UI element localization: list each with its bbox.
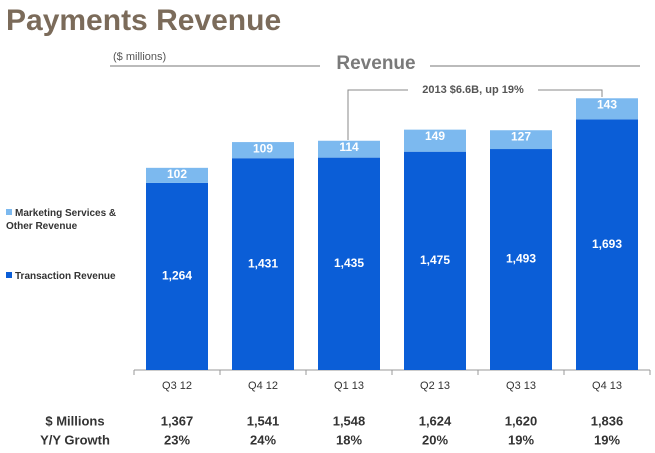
x-tick-label: Q4 13 xyxy=(592,380,622,392)
value-label: 1,493 xyxy=(506,252,536,266)
annotation: 2013 $6.6B, up 19% xyxy=(422,84,524,96)
bar-segment xyxy=(318,157,380,370)
row-value: 24% xyxy=(250,432,276,447)
x-tick-label: Q4 12 xyxy=(248,380,278,392)
legend-swatch xyxy=(6,209,12,215)
x-tick-label: Q3 13 xyxy=(506,380,536,392)
units-label: ($ millions) xyxy=(113,51,166,63)
bar-segment xyxy=(490,130,552,150)
value-label: 114 xyxy=(339,140,359,154)
row-value: 18% xyxy=(336,432,362,447)
x-tick-label: Q3 12 xyxy=(162,380,192,392)
legend-swatch xyxy=(6,272,12,278)
value-label: 109 xyxy=(253,141,273,155)
page-title: Payments Revenue xyxy=(6,4,281,37)
row-value: 1,541 xyxy=(247,413,280,428)
x-tick-label: Q1 13 xyxy=(334,380,364,392)
bar-segment xyxy=(232,158,294,370)
value-label: 1,435 xyxy=(334,256,364,270)
row-value: 19% xyxy=(508,432,534,447)
value-label: 1,431 xyxy=(248,256,278,270)
row-value: 23% xyxy=(164,432,190,447)
value-label: 149 xyxy=(425,129,445,143)
row-value: 1,624 xyxy=(419,413,452,428)
value-label: 127 xyxy=(511,129,531,143)
row-value: 19% xyxy=(594,432,620,447)
legend-label: Marketing Services & Other Revenue xyxy=(6,208,117,232)
legend-item: Transaction Revenue xyxy=(6,270,131,283)
annotation-bg xyxy=(408,82,538,98)
legend-label: Transaction Revenue xyxy=(15,271,116,282)
bar-segment xyxy=(318,140,380,158)
value-label: 1,264 xyxy=(162,269,192,283)
bar-segment xyxy=(404,151,466,370)
row-value: 1,367 xyxy=(161,413,194,428)
value-label: 1,693 xyxy=(592,237,622,251)
chart-title: Revenue xyxy=(336,53,415,74)
value-label: 102 xyxy=(167,167,187,181)
bar-segment xyxy=(232,142,294,159)
value-label: 143 xyxy=(597,97,617,111)
row-value: 1,620 xyxy=(505,413,538,428)
value-label: 1,475 xyxy=(420,253,450,267)
bar-segment xyxy=(576,119,638,370)
row-label: Y/Y Growth xyxy=(40,432,110,447)
bar-segment xyxy=(490,149,552,370)
bar-segment xyxy=(576,98,638,120)
row-value: 1,836 xyxy=(591,413,624,428)
bar-segment xyxy=(404,129,466,152)
row-value: 20% xyxy=(422,432,448,447)
bar-segment xyxy=(146,182,208,370)
row-value: 1,548 xyxy=(333,413,366,428)
row-label: $ Millions xyxy=(45,413,104,428)
legend-item: Marketing Services & Other Revenue xyxy=(6,207,131,233)
bar-segment xyxy=(146,167,208,183)
x-tick-label: Q2 13 xyxy=(420,380,450,392)
